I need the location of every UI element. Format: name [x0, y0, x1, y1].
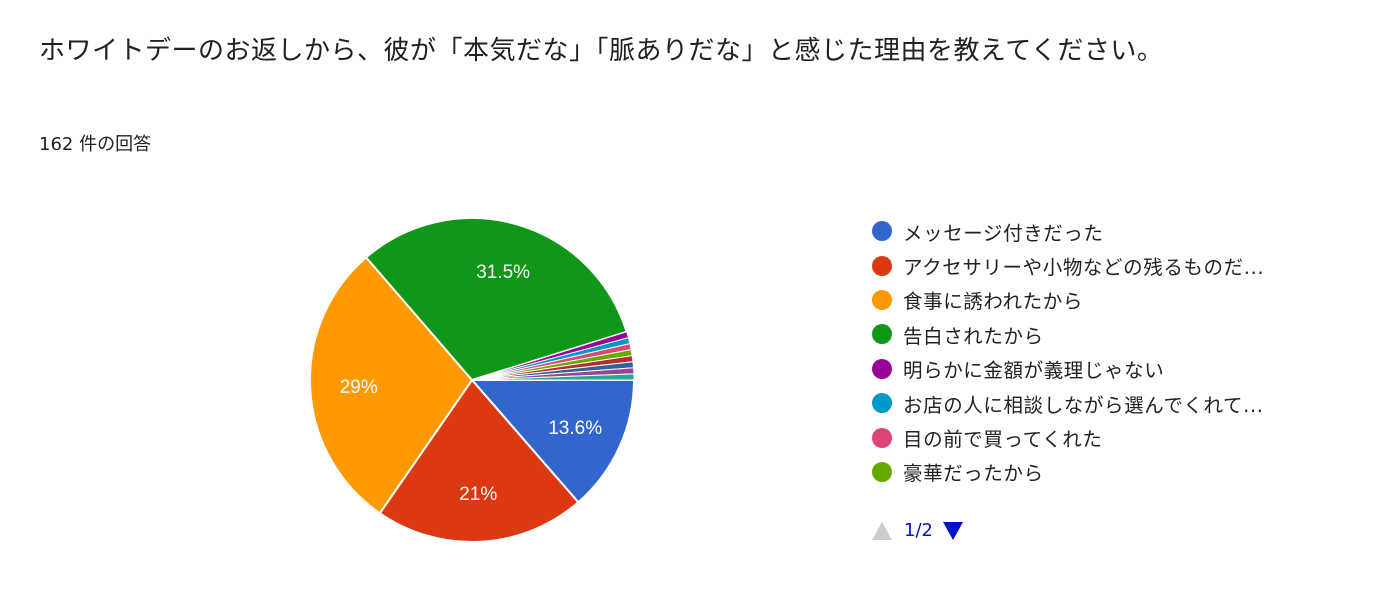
legend-dot-icon	[872, 255, 892, 276]
legend-dot-icon	[872, 358, 892, 379]
pie-slice[interactable]	[309, 255, 474, 515]
pie-slice-label: 13.6%	[548, 418, 602, 439]
legend-label: メッセージ付きだった	[903, 221, 1104, 245]
legend-label: 目の前で買ってくれた	[903, 428, 1103, 452]
question-title: ホワイトデーのお返しから、彼が「本気だな」「脈ありだな」と感じた理由を教えてくだ…	[39, 36, 1164, 66]
legend-item[interactable]: 告白されたから	[872, 317, 1264, 351]
pie-labels: 13.6% 21% 29% 31.5%	[340, 262, 602, 505]
legend-item[interactable]: 食事に誘われたから	[872, 283, 1264, 317]
legend-label: アクセサリーや小物などの残るものだ...	[903, 256, 1265, 280]
chart-legend: メッセージ付きだった アクセサリーや小物などの残るものだ... 食事に誘われたか…	[872, 214, 1264, 489]
legend-pager: 1/2	[872, 520, 963, 541]
pie-slice-label: 21%	[459, 484, 497, 505]
legend-dot-icon	[872, 289, 892, 310]
pie-slice[interactable]	[378, 378, 580, 543]
legend-item[interactable]: 豪華だったから	[872, 455, 1264, 489]
pie-slices	[309, 217, 636, 543]
pie-slice[interactable]	[469, 379, 636, 504]
legend-page-indicator: 1/2	[904, 520, 933, 541]
legend-label: 食事に誘われたから	[903, 290, 1083, 314]
legend-dot-icon	[872, 427, 892, 448]
legend-dot-icon	[872, 221, 892, 242]
triangle-down-icon[interactable]	[942, 521, 963, 540]
legend-item[interactable]: お店の人に相談しながら選んでくれて...	[872, 386, 1264, 420]
legend-item[interactable]: 目の前で買ってくれた	[872, 420, 1264, 454]
legend-dot-icon	[872, 324, 892, 345]
pie-slice-label: 29%	[340, 377, 378, 398]
legend-item[interactable]: 明らかに金額が義理じゃない	[872, 352, 1264, 386]
legend-dot-icon	[872, 393, 892, 414]
legend-label: お店の人に相談しながら選んでくれて...	[903, 393, 1264, 417]
legend-label: 豪華だったから	[903, 462, 1044, 486]
triangle-up-icon[interactable]	[872, 521, 892, 540]
legend-item[interactable]: アクセサリーや小物などの残るものだ...	[872, 248, 1264, 282]
pie-slice[interactable]	[471, 373, 635, 381]
pie-slice[interactable]	[364, 217, 628, 382]
legend-label: 告白されたから	[903, 324, 1044, 348]
legend-item[interactable]: メッセージ付きだった	[872, 214, 1264, 248]
legend-label: 明らかに金額が義理じゃない	[903, 359, 1165, 383]
response-count: 162 件の回答	[39, 134, 152, 155]
pie-slice-label: 31.5%	[476, 262, 530, 283]
pie-chart: 13.6% 21% 29% 31.5%	[309, 217, 636, 543]
legend-dot-icon	[872, 461, 892, 482]
